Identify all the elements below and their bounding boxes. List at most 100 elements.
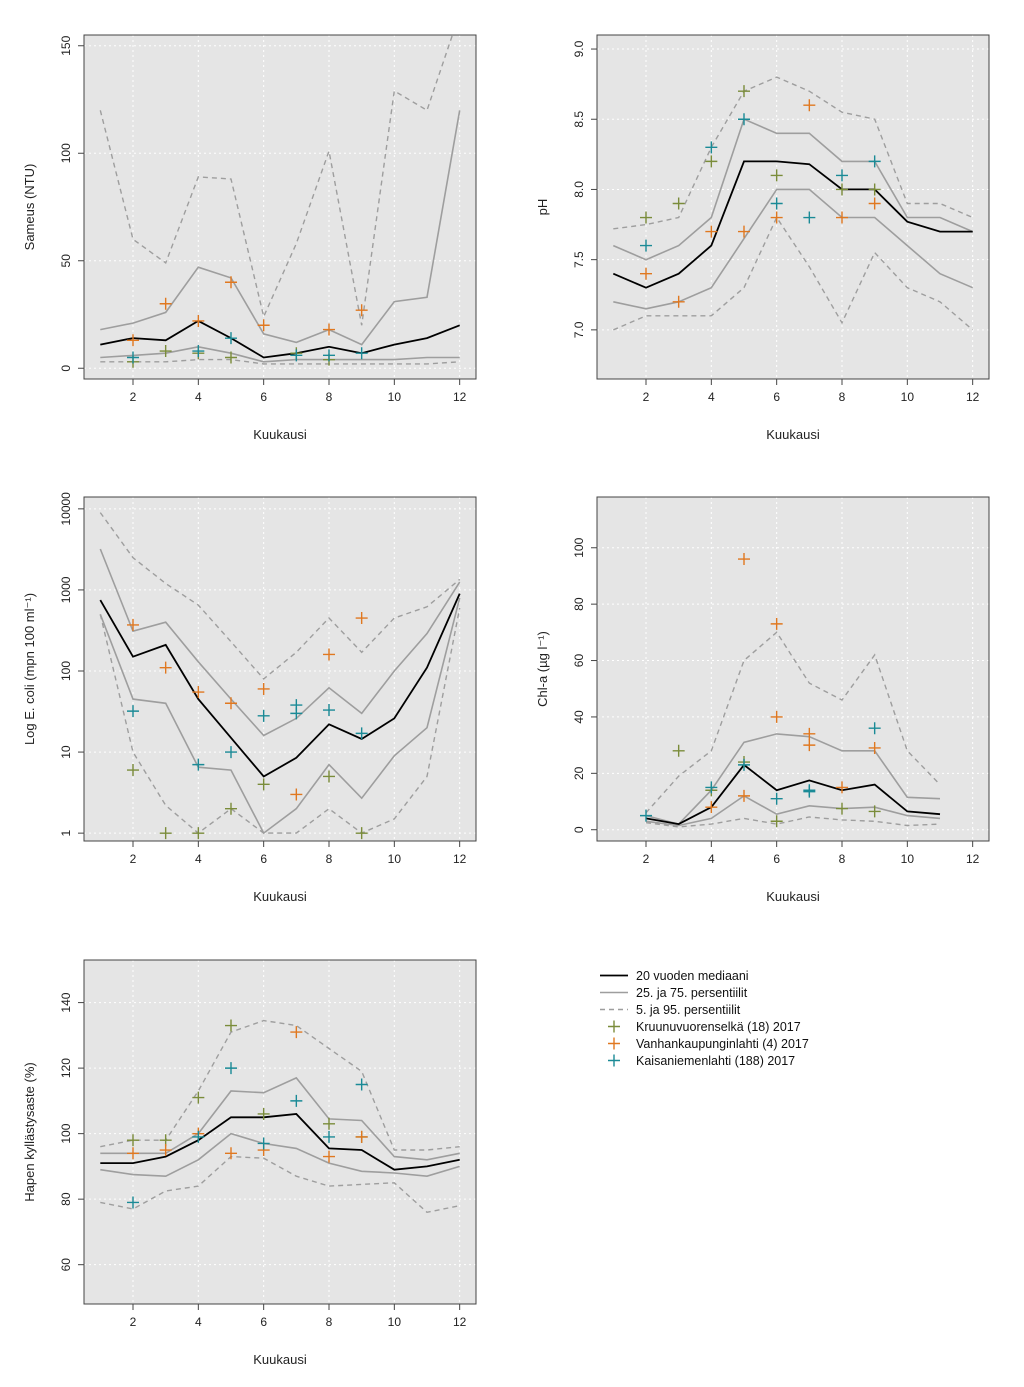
point-vanha xyxy=(323,323,335,336)
x-tick-label: 12 xyxy=(453,390,467,404)
legend-plus-icon xyxy=(608,1037,620,1050)
x-tick-label: 6 xyxy=(260,852,267,866)
point-kruunu xyxy=(323,1117,335,1130)
point-kaisa xyxy=(355,347,368,360)
p5-line xyxy=(99,607,461,834)
plot-background xyxy=(84,960,476,1304)
x-tick-label: 12 xyxy=(453,1315,467,1329)
point-vanha xyxy=(738,789,750,802)
p25-line xyxy=(613,188,974,310)
x-axis-title: Kuukausi xyxy=(766,889,820,904)
median-line xyxy=(99,593,461,778)
x-tick-label: 10 xyxy=(901,852,915,866)
legend-quartile-line-icon xyxy=(600,991,628,994)
x-tick-label: 8 xyxy=(326,1315,333,1329)
p75-line xyxy=(645,733,941,825)
legend: 20 vuoden mediaani 25. ja 75. persentiil… xyxy=(598,967,898,1069)
point-kaisa xyxy=(323,704,335,717)
x-tick-label: 2 xyxy=(130,390,137,404)
point-kruunu xyxy=(836,183,848,196)
p75-line xyxy=(100,110,461,346)
point-vanha xyxy=(290,1026,303,1039)
point-kaisa xyxy=(290,707,303,720)
p95-line xyxy=(99,512,461,680)
y-tick-label: 80 xyxy=(59,1192,73,1206)
median-line xyxy=(100,1113,460,1171)
median-line xyxy=(645,763,941,826)
point-vanha xyxy=(738,553,750,566)
point-vanha xyxy=(159,297,172,310)
point-kaisa xyxy=(257,1137,270,1150)
point-kruunu xyxy=(672,744,685,757)
point-kaisa xyxy=(640,239,652,252)
point-vanha xyxy=(705,225,718,238)
y-tick-label: 1000 xyxy=(59,576,73,603)
y-tick-label: 140 xyxy=(59,992,73,1012)
legend-item-quartiles: 25. ja 75. persentiilit xyxy=(598,984,898,1001)
plot-background xyxy=(597,497,989,841)
x-tick-label: 8 xyxy=(326,390,333,404)
point-kaisa xyxy=(868,722,881,735)
plot-background xyxy=(84,35,476,379)
point-vanha xyxy=(868,741,881,754)
legend-label: Kaisaniemenlahti (188) 2017 xyxy=(636,1053,796,1068)
point-vanha xyxy=(803,739,816,752)
point-vanha xyxy=(192,686,205,699)
point-kaisa xyxy=(803,785,816,798)
y-tick-label: 100 xyxy=(59,1123,73,1143)
point-kruunu xyxy=(257,1107,270,1120)
point-kaisa xyxy=(738,758,750,771)
point-kaisa xyxy=(127,705,139,718)
x-tick-label: 4 xyxy=(708,852,715,866)
point-vanha xyxy=(836,781,848,794)
point-kruunu xyxy=(672,197,685,210)
point-vanha xyxy=(672,295,685,308)
point-kaisa xyxy=(225,1062,237,1075)
point-kruunu xyxy=(159,827,172,840)
x-tick-label: 12 xyxy=(453,852,467,866)
p95-line xyxy=(100,1019,460,1151)
point-kaisa xyxy=(323,1130,335,1143)
point-kaisa xyxy=(127,1196,139,1209)
y-tick-label: 50 xyxy=(59,254,73,268)
chart-panel-5: 2 4 6 8 10 12 60 80 100 120 140 Kuukausi Hapen kyllä… xyxy=(22,959,477,1367)
legend-label: 5. ja 95. persentiilit xyxy=(636,1002,741,1017)
y-tick-label: 100 xyxy=(59,661,73,681)
point-vanha xyxy=(225,697,237,710)
point-kaisa xyxy=(836,169,848,182)
x-tick-label: 8 xyxy=(839,852,846,866)
point-kaisa xyxy=(257,709,270,722)
point-vanha xyxy=(127,1147,139,1160)
y-tick-label: 120 xyxy=(59,1058,73,1078)
y-tick-label: 100 xyxy=(59,143,73,163)
point-kruunu xyxy=(127,764,139,777)
p95-line xyxy=(613,76,973,230)
x-tick-label: 2 xyxy=(130,852,137,866)
point-kaisa xyxy=(355,727,368,740)
point-kruunu xyxy=(770,815,783,828)
legend-item-median: 20 vuoden mediaani xyxy=(598,967,898,984)
point-vanha xyxy=(355,304,368,317)
point-vanha xyxy=(323,1150,335,1163)
x-tick-label: 4 xyxy=(195,852,202,866)
x-tick-label: 2 xyxy=(130,1315,137,1329)
p25-line xyxy=(100,345,460,363)
p5-line xyxy=(100,1155,460,1214)
legend-label: 25. ja 75. persentiilit xyxy=(636,985,748,1000)
legend-label: Kruunuvuorenselkä (18) 2017 xyxy=(636,1019,801,1034)
point-vanha xyxy=(836,211,848,224)
y-tick-label: 150 xyxy=(59,35,73,55)
point-kaisa xyxy=(640,809,652,822)
p75-line xyxy=(612,118,974,261)
y-axis-title: pH xyxy=(535,199,550,216)
median-line xyxy=(612,160,973,289)
y-axis-title: Hapen kyllästysaste (%) xyxy=(22,1062,37,1201)
y-tick-label: 60 xyxy=(572,654,586,668)
point-kruunu xyxy=(159,345,172,358)
plot-background xyxy=(84,497,476,841)
point-kruunu xyxy=(868,183,881,196)
point-vanha xyxy=(705,801,718,814)
x-tick-label: 4 xyxy=(195,1315,202,1329)
x-tick-label: 8 xyxy=(839,390,846,404)
